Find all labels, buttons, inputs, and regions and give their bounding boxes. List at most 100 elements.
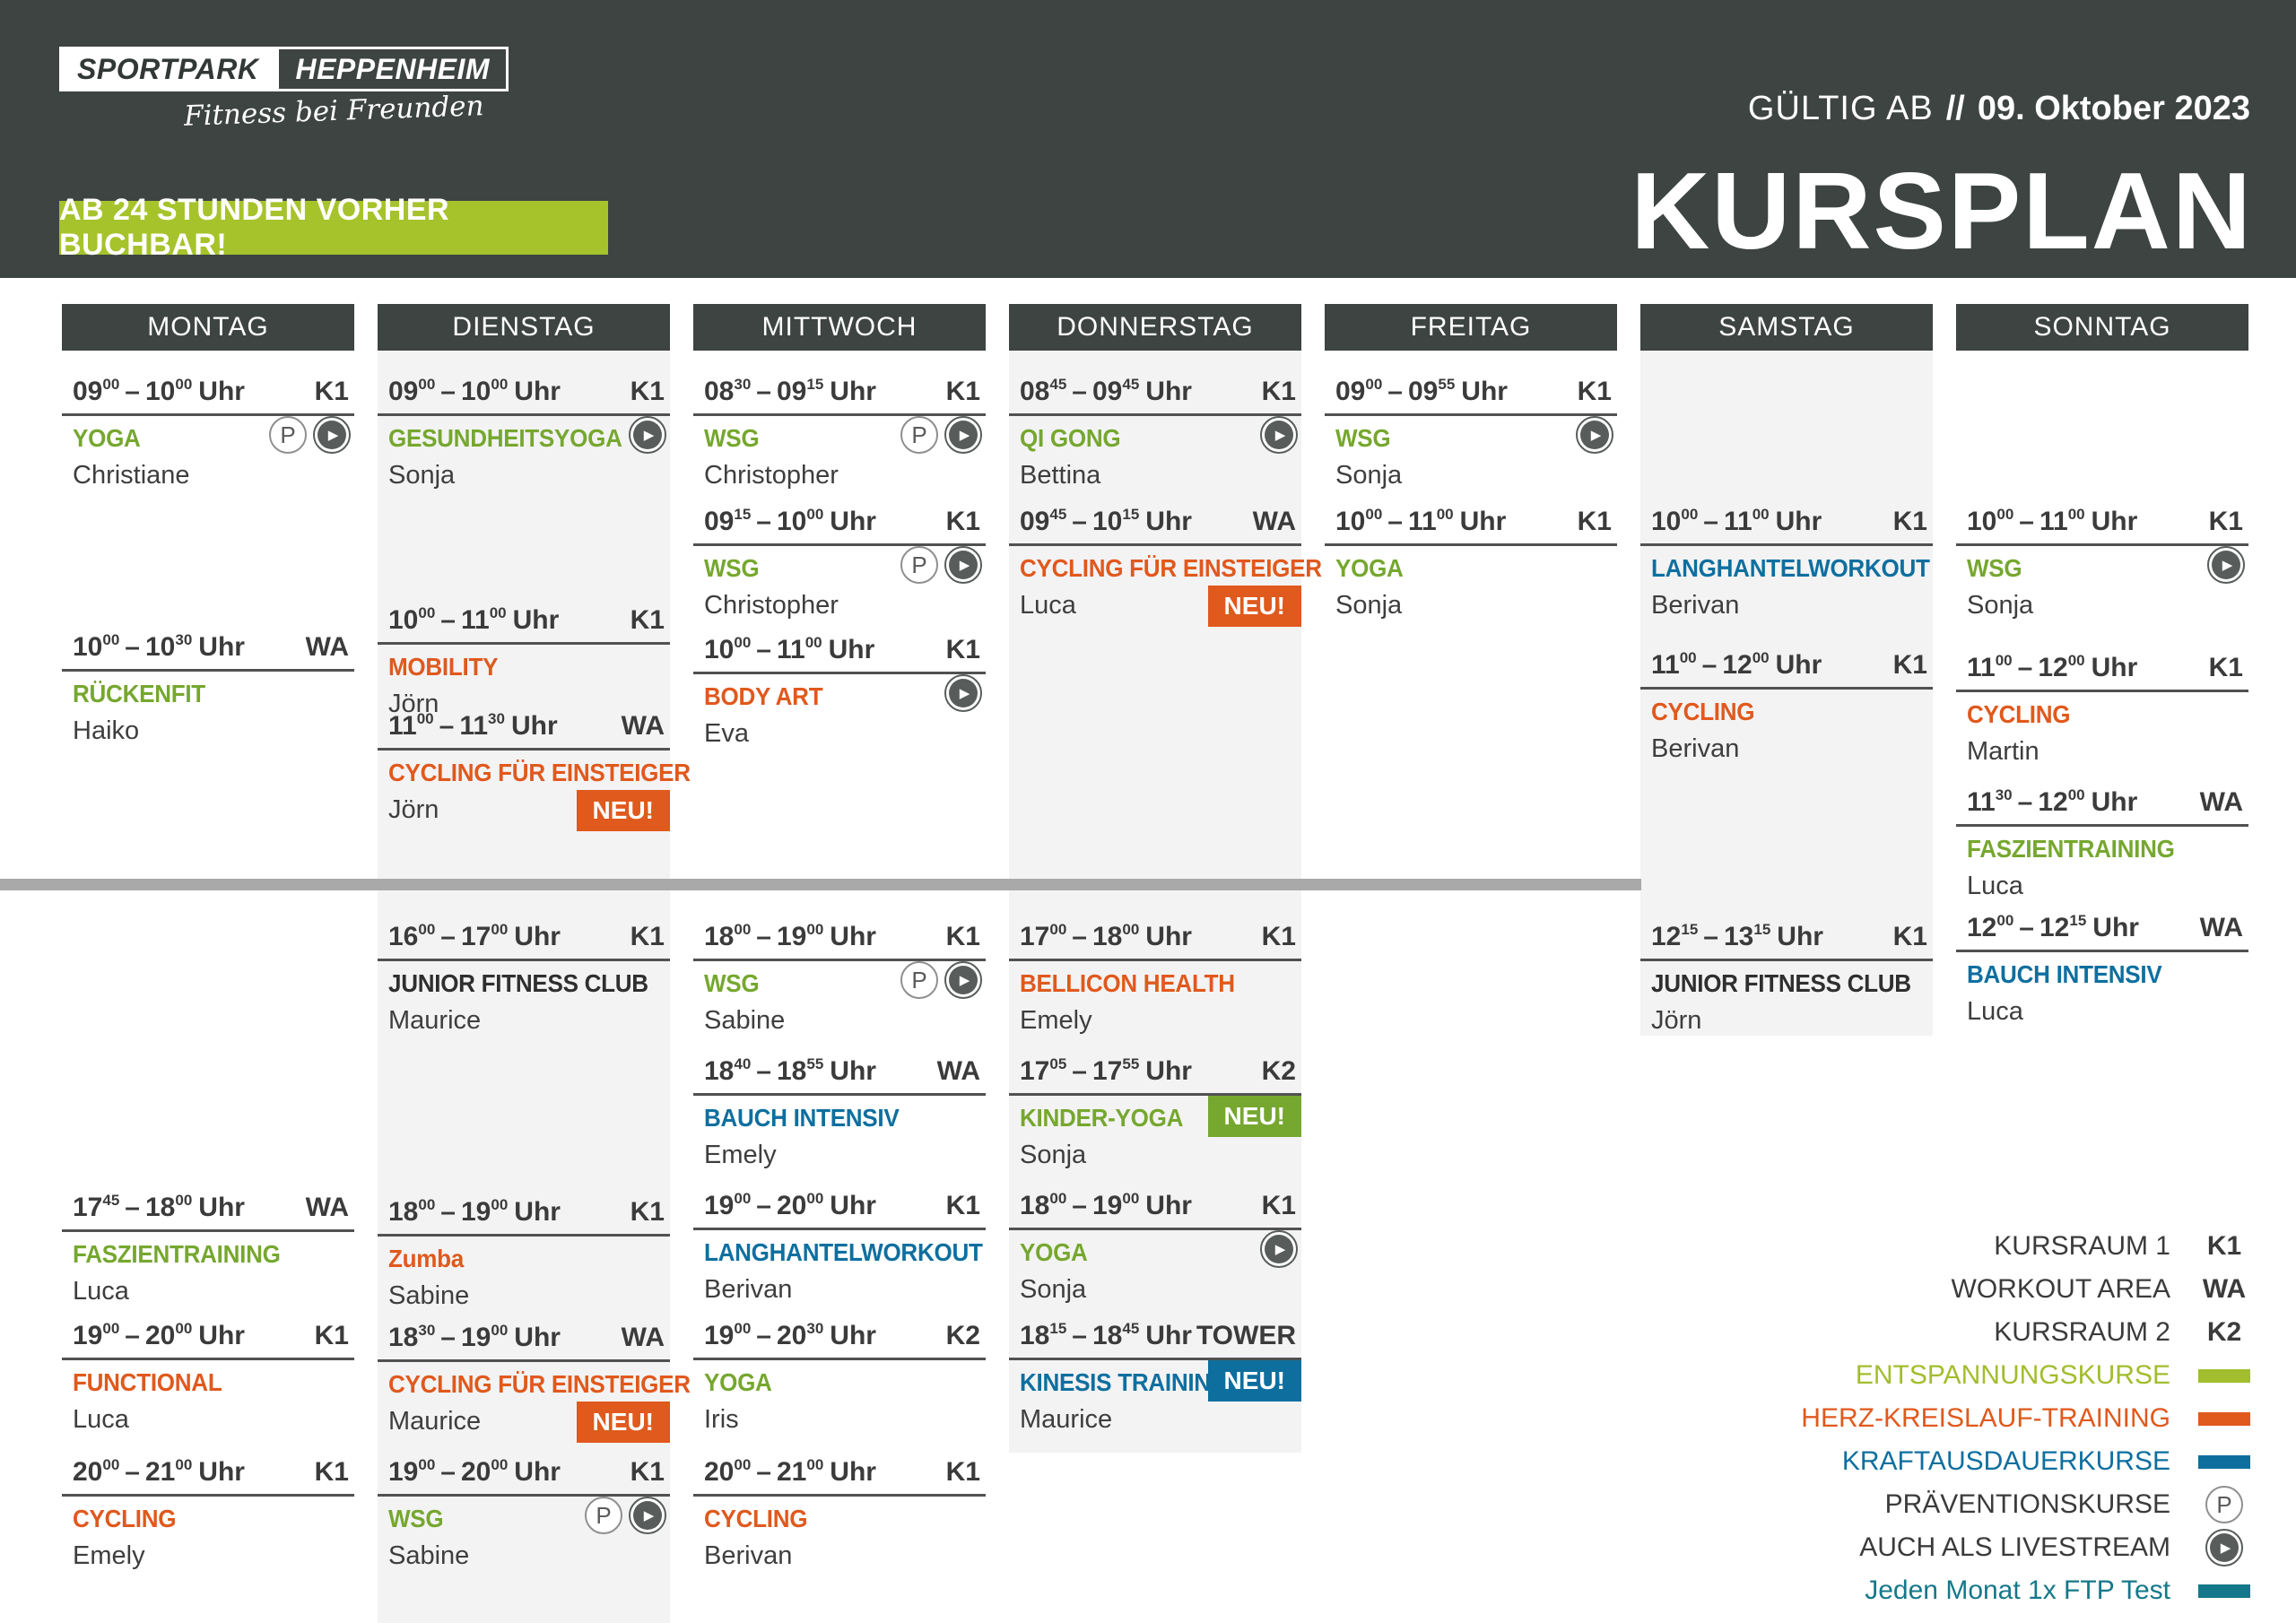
entry-rule <box>693 1093 986 1096</box>
time-start-hour: 18 <box>704 922 735 951</box>
schedule-entry: 1815–1845 Uhr TOWER KINESIS TRAINING Maurice… <box>1009 1320 1301 1435</box>
time-start-hour: 11 <box>1967 653 1996 682</box>
time-uhr-label: Uhr <box>514 377 561 406</box>
room-code: K1 <box>945 635 980 664</box>
livestream-play-icon: ▶ <box>629 1497 666 1534</box>
room-code: K1 <box>630 605 665 635</box>
time-separator: – <box>756 1457 771 1487</box>
time-start-hour: 10 <box>388 605 419 635</box>
time-uhr-label: Uhr <box>1777 922 1823 951</box>
instructor-name: Jörn <box>388 690 439 718</box>
time-uhr-label: Uhr <box>512 605 560 635</box>
schedule-entry: 1800–1900 Uhr K1 WSG P ▶ Sabine <box>693 921 986 1036</box>
time-start-hour: 12 <box>1651 922 1682 951</box>
entry-course-row: KINESIS TRAINING <box>1009 1368 1301 1399</box>
room-code: K1 <box>1577 507 1612 536</box>
time-end-hour: 12 <box>2038 653 2068 682</box>
time-uhr-label: Uhr <box>2092 913 2139 942</box>
instructor-name: Luca <box>1967 872 2023 900</box>
course-name: JUNIOR FITNESS CLUB <box>1651 969 1911 997</box>
schedule-entry: 1830–1900 Uhr WA CYCLING FÜR EINSTEIGER Maur… <box>378 1322 691 1443</box>
room-code: K1 <box>1892 507 1927 536</box>
time-start-hour: 09 <box>388 377 419 406</box>
instructor-name: Berivan <box>704 1275 793 1304</box>
time-uhr-label: Uhr <box>510 711 558 741</box>
time-uhr-label: Uhr <box>2091 787 2138 817</box>
livestream-play-icon-triangle: ▶ <box>1265 1235 1293 1263</box>
entry-time: 1100–1130 Uhr <box>388 710 558 742</box>
room-code: K1 <box>314 1321 349 1350</box>
time-start-minutes: 45 <box>102 1192 120 1209</box>
schedule-entry: 1100–1130 Uhr WA CYCLING FÜR EINSTEIGER Jörn… <box>378 710 691 831</box>
instructor-name: Bettina <box>1020 461 1101 490</box>
entry-time-row: 2000–2100 Uhr K1 <box>62 1456 354 1488</box>
entry-rule <box>693 1494 986 1497</box>
entry-time-row: 1705–1755 Uhr K2 <box>1009 1055 1301 1087</box>
entry-rule <box>62 413 354 416</box>
ftp-swatch <box>2198 1584 2250 1598</box>
entry-rule <box>1956 824 2248 827</box>
logo-tagline: Fitness bei Freunden <box>183 90 485 133</box>
course-name: BAUCH INTENSIV <box>1967 960 2162 988</box>
time-separator: – <box>125 1457 140 1487</box>
day-header-dienstag: DIENSTAG <box>378 304 670 351</box>
room-code: K2 <box>1261 1056 1296 1086</box>
praevention-icon: P <box>269 416 307 454</box>
entry-course-row: MOBILITY <box>378 653 670 683</box>
time-end-minutes: 15 <box>806 376 824 393</box>
instructor-name: Jörn <box>388 795 439 824</box>
schedule-entry: 2000–2100 Uhr K1 CYCLING Emely <box>62 1456 354 1571</box>
entry-time: 1900–2000 Uhr <box>388 1456 561 1488</box>
time-start-hour: 11 <box>388 711 417 741</box>
instructor-name: Sabine <box>704 1006 786 1035</box>
schedule-entry: 1800–1900 Uhr K1 YOGA ▶ Sonja <box>1009 1190 1301 1305</box>
time-start-minutes: 00 <box>418 1456 436 1473</box>
time-start-minutes: 00 <box>734 1190 752 1207</box>
time-end-minutes: 00 <box>2067 786 2085 803</box>
room-code: K1 <box>630 1457 665 1487</box>
entry-time: 0830–0915 Uhr <box>704 376 876 407</box>
time-start-hour: 20 <box>73 1457 103 1487</box>
instructor-name: Berivan <box>1651 734 1740 763</box>
course-name: CYCLING <box>1651 698 1755 725</box>
entry-rule <box>62 1358 354 1360</box>
entry-course-row: WSG <box>1956 554 2248 585</box>
time-start-hour: 09 <box>1335 377 1366 406</box>
entry-time: 1100–1200 Uhr <box>1967 652 2137 683</box>
course-name: CYCLING <box>1967 700 2071 728</box>
schedule-entry: 1200–1215 Uhr WA BAUCH INTENSIV Luca <box>1956 912 2248 1027</box>
time-separator: – <box>1072 507 1087 536</box>
entry-time: 0915–1000 Uhr <box>704 506 876 537</box>
entry-rule <box>378 959 670 961</box>
time-end-minutes: 00 <box>491 1456 509 1473</box>
entry-icons: P ▶ <box>900 546 982 584</box>
neu-badge: NEU! <box>576 1402 670 1443</box>
room-code: WA <box>305 632 349 662</box>
entry-time-row: 1900–2030 Uhr K2 <box>693 1320 986 1351</box>
time-start-minutes: 00 <box>1996 912 2014 929</box>
room-code: WA <box>2199 787 2243 817</box>
time-end-minutes: 00 <box>491 921 509 938</box>
room-code: K1 <box>945 507 980 536</box>
entry-course-row: GESUNDHEITSYOGA <box>378 424 670 455</box>
entry-rule <box>1009 543 1301 546</box>
entry-rule <box>1009 1228 1301 1230</box>
time-start-hour: 08 <box>704 377 735 406</box>
entry-time: 1000–1100 Uhr <box>1335 506 1506 537</box>
time-separator: – <box>2017 653 2033 682</box>
schedule-entry: 0900–0955 Uhr K1 WSG ▶ Sonja <box>1325 376 1617 490</box>
time-end-hour: 19 <box>1091 1191 1123 1220</box>
instructor-name: Luca <box>1967 997 2023 1026</box>
time-end-hour: 09 <box>1407 377 1439 406</box>
schedule-entry: 1900–2000 Uhr K1 WSG P ▶ Sabine <box>378 1456 670 1571</box>
entry-rule <box>1640 687 1933 690</box>
schedule-entry: 1745–1800 Uhr WA FASZIENTRAINING Luca <box>62 1192 354 1306</box>
time-end-minutes: 00 <box>806 506 824 523</box>
time-start-hour: 10 <box>704 635 735 664</box>
time-separator: – <box>1072 1321 1087 1350</box>
neu-badge: NEU! <box>1207 1360 1301 1402</box>
entry-time-row: 0915–1000 Uhr K1 <box>693 506 986 537</box>
entry-time: 0845–0945 Uhr <box>1020 376 1192 407</box>
room-code: WA <box>621 1323 665 1352</box>
time-uhr-label: Uhr <box>1461 377 1508 406</box>
